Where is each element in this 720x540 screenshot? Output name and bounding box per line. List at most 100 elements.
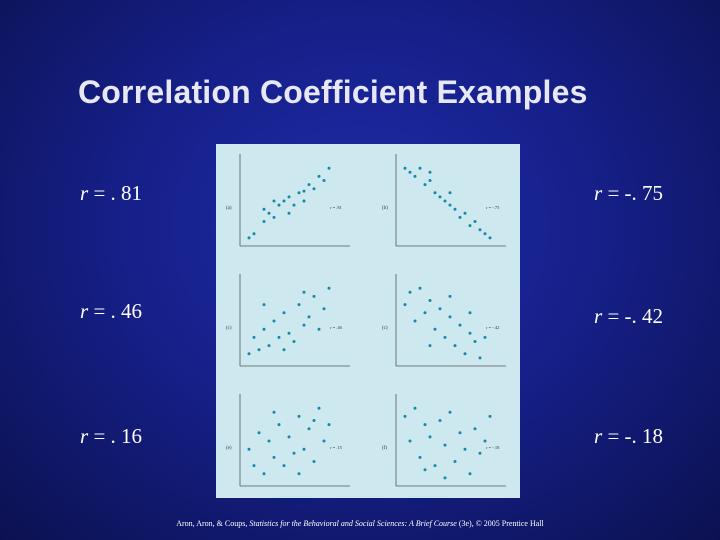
scatterplot-panel: (c) r = -.42 [382,274,506,367]
data-point [413,406,417,410]
data-point [408,290,412,294]
data-point [272,455,276,459]
data-point [327,423,331,427]
data-point [438,307,442,311]
panel-letter: (b) [382,206,388,211]
data-point [312,419,316,422]
data-point [463,211,467,215]
data-point [272,410,276,414]
data-point [322,307,326,311]
data-point [272,215,276,219]
data-point [418,455,422,459]
data-point [262,472,266,476]
data-point [458,215,462,219]
data-point [438,195,442,199]
data-point [478,228,482,232]
data-point [453,460,457,463]
data-point [403,303,407,307]
data-point [327,286,331,290]
data-point [267,211,271,215]
data-point [443,476,447,480]
data-point [292,451,296,455]
r-symbol: r [80,181,89,205]
r-label-f: r = -. 18 [594,424,663,449]
data-point [252,335,256,339]
r-label-b: r = -. 75 [594,181,663,206]
data-point [282,464,286,468]
data-point [277,423,281,427]
data-point [302,290,306,294]
r-label-d: r = -. 42 [594,304,663,329]
data-point [312,187,316,191]
data-point [428,344,432,348]
data-point [468,311,472,315]
r-symbol: r [594,304,603,328]
r-label-c: r = . 46 [80,299,142,324]
data-point [428,170,432,174]
data-point [448,315,452,319]
data-point [438,419,442,422]
r-symbol: r [594,424,603,448]
data-point [423,423,427,427]
r-symbol: r [80,299,89,323]
data-point [267,439,271,443]
data-point [262,327,266,331]
data-point [287,195,291,199]
data-point [428,435,432,439]
data-point [297,191,301,195]
data-point [282,348,286,352]
data-point [458,323,462,327]
data-point [307,183,311,187]
data-point [418,286,422,290]
data-point [463,447,467,451]
panel-letter: (a) [226,206,232,211]
data-point [287,211,291,215]
data-point [443,199,447,203]
data-point [458,431,462,435]
data-point [453,207,457,211]
scatterplot-panel: (a) r = .81 [226,154,350,247]
data-point [418,166,422,170]
data-point [292,203,296,207]
data-point [413,174,417,178]
data-point [312,460,316,463]
data-point [478,451,482,455]
caption-edition: (3e), © 2005 Prentice Hall [456,519,544,528]
panel-r-value: r = .15 [330,445,343,450]
data-point [302,323,306,327]
data-point [433,464,437,468]
source-caption: Aron, Aron, & Coups, Statistics for the … [0,519,720,528]
caption-authors: Aron, Aron, & Coups, [176,519,250,528]
scatterplot-panel: (b) r = -.75 [382,154,506,247]
r-label-a: r = . 81 [80,181,142,206]
data-point [473,427,477,431]
r-value: = . 16 [88,424,143,448]
data-point [327,166,331,170]
data-point [302,199,306,203]
scatterplot-panel: (c) r = .46 [226,274,350,367]
data-point [277,335,281,339]
data-point [408,170,412,174]
data-point [277,203,281,207]
data-point [433,191,437,195]
data-point [297,472,301,476]
r-value: = . 46 [88,299,143,323]
data-point [473,220,477,223]
data-point [287,435,291,439]
panel-r-value: r = -.75 [486,205,500,210]
data-point [257,431,261,435]
data-point [468,472,472,476]
data-point [262,220,266,223]
data-point [292,340,296,343]
data-point [247,447,251,451]
data-point [262,207,266,211]
data-point [307,315,311,319]
data-point [413,319,417,323]
data-point [408,439,412,443]
data-point [448,410,452,414]
r-symbol: r [80,424,89,448]
data-point [272,199,276,203]
data-point [252,232,256,236]
data-point [302,447,306,451]
data-point [302,189,306,193]
